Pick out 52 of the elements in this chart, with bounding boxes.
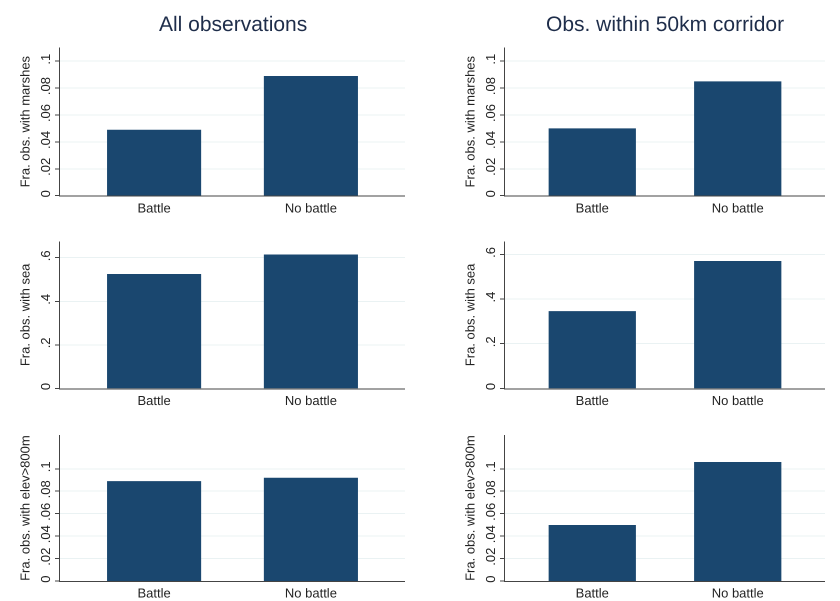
x-tick-label: No battle (712, 200, 764, 216)
y-axis-title: Fra. obs. with elev>800m (18, 435, 33, 581)
y-tick-label: .08 (482, 480, 498, 498)
y-tick-label: .6 (482, 246, 498, 258)
x-tick-label: No battle (284, 586, 337, 601)
y-tick-label: 0 (38, 576, 53, 583)
y-tick-label: .08 (38, 480, 53, 498)
y-tick-label: .4 (38, 294, 53, 305)
y-tick-label: .02 (38, 548, 53, 566)
y-tick-label: .1 (482, 461, 498, 472)
y-tick-label: .1 (482, 54, 498, 65)
x-tick-label: Battle (576, 393, 609, 408)
y-tick-label: .06 (482, 502, 498, 521)
y-tick-label: .06 (482, 104, 498, 122)
y-tick-label: .08 (38, 77, 53, 96)
y-axis-title: Fra. obs. with marshes (18, 55, 33, 188)
y-tick-label: .1 (38, 461, 53, 472)
x-tick-label: No battle (712, 393, 764, 408)
x-tick-label: No battle (284, 200, 337, 216)
y-tick-label: .02 (482, 158, 498, 176)
y-axis-title: Fra. obs. with sea (462, 262, 478, 366)
y-tick-label: 0 (38, 382, 53, 390)
x-tick-label: Battle (576, 586, 609, 601)
x-tick-label: No battle (712, 586, 764, 601)
chart-title: All observations (159, 13, 308, 36)
y-tick-label: .2 (38, 337, 53, 348)
y-axis-title: Fra. obs. with marshes (462, 55, 478, 188)
y-tick-label: .2 (482, 336, 498, 348)
chart-title: Obs. within 50km corridor (546, 13, 784, 36)
y-axis-title: Fra. obs. with sea (18, 262, 33, 366)
y-tick-label: .04 (482, 130, 498, 149)
y-tick-label: 0 (482, 382, 498, 390)
y-tick-label: 0 (38, 190, 53, 198)
y-tick-label: .1 (38, 54, 53, 65)
y-tick-label: .06 (38, 502, 53, 521)
y-axis-title: Fra. obs. with elev>800m (462, 435, 478, 581)
y-tick-label: 0 (482, 190, 498, 198)
y-tick-label: .04 (482, 525, 498, 544)
y-tick-label: 0 (482, 576, 498, 583)
y-tick-label: .02 (482, 548, 498, 566)
x-tick-label: No battle (284, 393, 337, 408)
y-tick-label: .4 (482, 292, 498, 302)
x-tick-label: Battle (137, 200, 171, 216)
y-tick-label: .06 (38, 104, 53, 122)
y-tick-label: .02 (38, 158, 53, 176)
y-tick-label: .6 (38, 250, 53, 262)
x-tick-label: Battle (137, 393, 171, 408)
y-tick-label: .08 (482, 77, 498, 96)
x-tick-label: Battle (137, 586, 171, 601)
x-tick-label: Battle (576, 200, 609, 216)
y-tick-label: .04 (38, 130, 53, 149)
y-tick-label: .04 (38, 525, 53, 544)
